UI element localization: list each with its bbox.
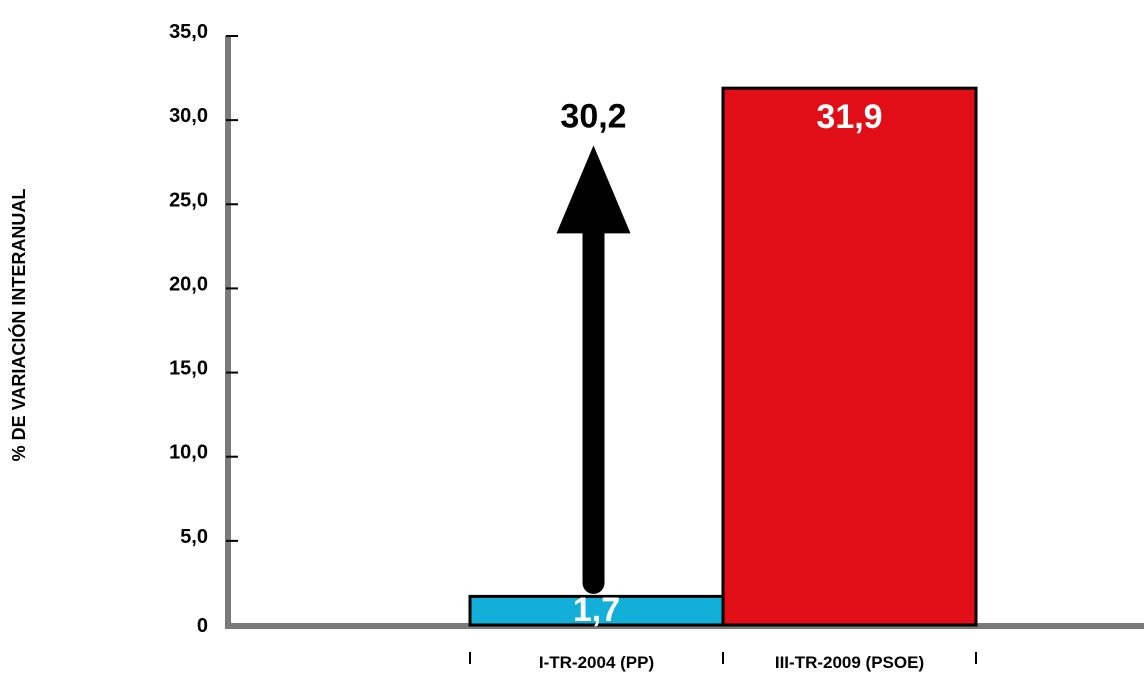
x-tick-label: III-TR-2009 (PSOE) [775, 653, 924, 672]
y-tick-label: 15,0 [169, 358, 208, 380]
bar-value-label: 31,9 [816, 98, 882, 136]
axes [225, 36, 1144, 629]
x-ticks: I-TR-2004 (PP) III-TR-2009 (PSOE) [469, 652, 977, 672]
bar-value-label: 1,7 [573, 591, 620, 629]
y-tick-label: 35,0 [169, 21, 208, 43]
y-tick-label: 25,0 [169, 189, 208, 211]
y-ticks: 0 5,0 10,0 15,0 20,0 25,0 30,0 35,0 [169, 21, 238, 637]
y-tick-label: 0 [197, 615, 208, 637]
y-tick-label: 5,0 [180, 526, 208, 548]
y-tick-label: 20,0 [169, 273, 208, 295]
bar [721, 86, 978, 627]
x-tick-label: I-TR-2004 (PP) [539, 653, 654, 672]
arrow-annotation-label: 30,2 [560, 97, 626, 135]
arrow-head [556, 145, 631, 234]
annotation: 30,2 [556, 97, 631, 594]
y-axis-label: % DE VARIACIÓN INTERANUAL [8, 189, 29, 462]
y-tick-label: 10,0 [169, 442, 208, 464]
y-tick-label: 30,0 [169, 105, 208, 127]
bars: 1,7 31,9 [468, 86, 978, 629]
